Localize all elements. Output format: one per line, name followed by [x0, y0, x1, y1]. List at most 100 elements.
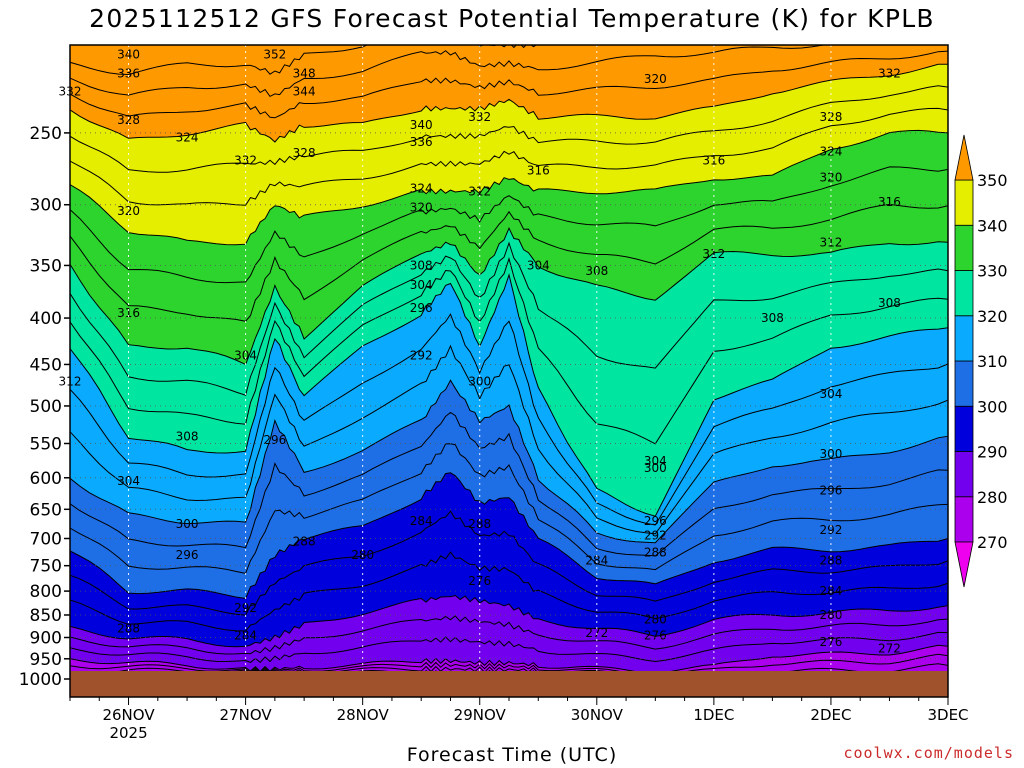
- colorbar-seg-280: [954, 451, 974, 498]
- x-tick-label-2DEC: 2DEC: [810, 706, 851, 724]
- isentrope-line-22: [70, 107, 948, 206]
- y-tick-label-650: 650: [30, 500, 62, 520]
- contour-label-63: 304: [644, 454, 667, 468]
- colorbar-seg-340: [954, 179, 974, 226]
- contour-label-67: 284: [585, 553, 608, 567]
- contour-label-6: 328: [117, 113, 140, 127]
- y-tick-label-450: 450: [30, 355, 62, 375]
- colorbar-seg-290: [954, 405, 974, 452]
- contour-label-60: 304: [527, 258, 550, 272]
- isentrope-line-23: [70, 85, 948, 173]
- colorbar-seg-270: [954, 496, 974, 543]
- colorbar-label-300: 300: [977, 397, 1008, 416]
- y-tick-label-1000: 1000: [19, 670, 62, 690]
- colorbar-seg-300: [954, 360, 974, 407]
- x-tick-label-30NOV: 30NOV: [571, 706, 624, 724]
- y-tick-label-550: 550: [30, 434, 62, 454]
- contour-label-64: 296: [644, 514, 667, 528]
- contour-label-16: 316: [527, 163, 550, 177]
- contour-label-44: 292: [234, 601, 257, 615]
- colorbar-top-arrow: [954, 134, 974, 181]
- isentrope-line-26: [70, 45, 827, 98]
- contour-label-30: 332: [878, 66, 901, 80]
- contour-label-57: 288: [468, 517, 491, 531]
- contour-label-51: 308: [410, 258, 433, 272]
- colorbar-label-330: 330: [977, 262, 1008, 281]
- isentrope-line-20: [70, 166, 948, 284]
- contour-label-2: 344: [293, 84, 316, 98]
- colorbar-label-350: 350: [977, 171, 1008, 190]
- colorbar-label-310: 310: [977, 352, 1008, 371]
- contour-label-61: 308: [585, 264, 608, 278]
- y-tick-label-500: 500: [30, 397, 62, 417]
- contour-label-4: 336: [117, 66, 140, 80]
- colorbar-label-270: 270: [977, 533, 1008, 552]
- contour-label-48: 296: [263, 433, 286, 447]
- contour-label-3: 340: [117, 48, 140, 62]
- y-tick-label-750: 750: [30, 557, 62, 577]
- contour-label-9: 328: [293, 146, 316, 160]
- contour-label-11: 336: [410, 135, 433, 149]
- contour-label-65: 292: [644, 529, 667, 543]
- colorbar-seg-330: [954, 224, 974, 271]
- contour-label-40: 308: [176, 429, 199, 443]
- isentrope-line-25: [70, 50, 948, 119]
- colorbar-bottom-arrow: [954, 541, 974, 588]
- y-tick-label-350: 350: [30, 256, 62, 276]
- contour-label-69: 276: [644, 628, 667, 642]
- band-fill-9: [70, 45, 948, 142]
- isentrope-line-4: [70, 631, 948, 663]
- y-tick-label-950: 950: [30, 650, 62, 670]
- x-tick-label-3DEC: 3DEC: [927, 706, 968, 724]
- colorbar-label-340: 340: [977, 216, 1008, 235]
- colorbar-label-280: 280: [977, 488, 1008, 507]
- y-tick-label-900: 900: [30, 628, 62, 648]
- contour-label-34: 316: [878, 195, 901, 209]
- contour-label-19: 312: [702, 247, 725, 261]
- contour-label-58: 276: [468, 574, 491, 588]
- colorbar-seg-320: [954, 270, 974, 317]
- chart-title: 2025112512 GFS Forecast Potential Temper…: [89, 4, 935, 33]
- contour-label-62: 300: [644, 461, 667, 475]
- contour-label-46: 284: [234, 628, 257, 642]
- y-tick-label-800: 800: [30, 582, 62, 602]
- contour-label-47: 304: [234, 349, 257, 363]
- isentrope-line-8: [70, 510, 948, 616]
- contour-label-66: 288: [644, 545, 667, 559]
- contour-label-13: 324: [410, 182, 433, 196]
- contour-label-28: 276: [819, 635, 842, 649]
- isentrope-line-10: [70, 443, 948, 574]
- isentrope-line-3: [70, 644, 948, 675]
- contour-label-1: 348: [293, 66, 316, 80]
- contour-label-10: 340: [410, 118, 433, 132]
- contour-label-17: 320: [644, 72, 667, 86]
- x-tick-sublabel-26NOV: 2025: [109, 724, 147, 742]
- colorbar-label-320: 320: [977, 307, 1008, 326]
- colorbar: 270 280 290 300 310 320 330 340 350: [954, 134, 1008, 588]
- contour-label-56: 284: [410, 514, 433, 528]
- colorbar-label-290: 290: [977, 443, 1008, 462]
- contour-label-38: 316: [117, 306, 140, 320]
- isentrope-line-14: [70, 313, 948, 526]
- x-tick-label-27NOV: 27NOV: [220, 706, 273, 724]
- contour-label-7: 324: [176, 131, 199, 145]
- y-tick-label-300: 300: [30, 196, 62, 216]
- contour-label-29: 272: [878, 641, 901, 655]
- contour-label-41: 304: [117, 474, 140, 488]
- temperature-fill: [70, 45, 948, 697]
- contour-label-53: 296: [410, 301, 433, 315]
- contour-label-12: 332: [468, 110, 491, 124]
- x-tick-label-29NOV: 29NOV: [454, 706, 507, 724]
- colorbar-seg-310: [954, 315, 974, 362]
- contour-label-37: 320: [117, 204, 140, 218]
- contour-label-42: 300: [176, 517, 199, 531]
- isentrope-line-9: [70, 472, 948, 599]
- y-tick-label-400: 400: [30, 309, 62, 329]
- contour-label-15: 312: [468, 184, 491, 198]
- contour-label-25: 288: [819, 553, 842, 567]
- ground-terrain: [70, 671, 948, 697]
- contour-label-24: 292: [819, 523, 842, 537]
- contour-label-43: 296: [176, 548, 199, 562]
